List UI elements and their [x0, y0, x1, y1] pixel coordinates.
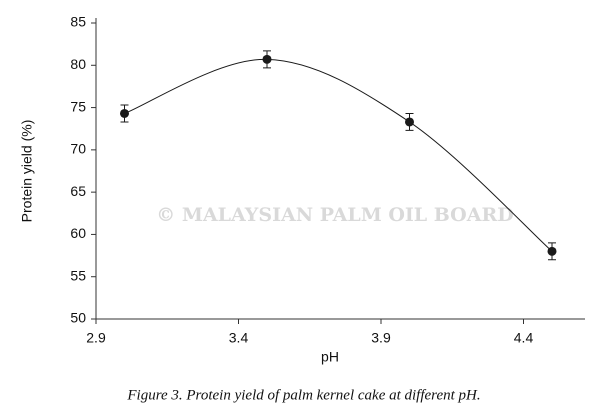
x-tick-label: 4.4 — [514, 330, 534, 346]
y-tick-label: 70 — [70, 141, 86, 157]
y-tick-label: 80 — [70, 56, 86, 72]
y-tick-label: 85 — [70, 14, 86, 30]
y-tick-label: 55 — [70, 267, 86, 283]
x-tick-label: 3.4 — [229, 330, 249, 346]
caption: Figure 3. Protein yield of palm kernel c… — [126, 387, 480, 403]
data-point — [547, 246, 557, 256]
x-axis-label: pH — [321, 349, 339, 365]
watermark: © MALAYSIAN PALM OIL BOARD — [156, 204, 513, 226]
y-tick-label: 50 — [70, 310, 86, 326]
y-tick-label: 65 — [70, 183, 86, 199]
x-tick-label: 3.9 — [371, 330, 391, 346]
x-tick-label: 2.9 — [86, 330, 106, 346]
data-point — [120, 108, 129, 118]
data-point — [262, 54, 272, 64]
y-tick-label: 60 — [70, 225, 86, 241]
data-point — [405, 117, 414, 127]
y-tick-label: 75 — [70, 98, 86, 114]
y-axis-label: Protein yield (%) — [19, 120, 35, 223]
fit-line — [124, 58, 553, 252]
